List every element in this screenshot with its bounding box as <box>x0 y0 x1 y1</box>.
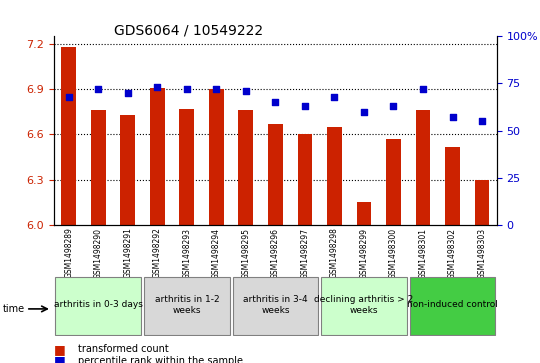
Bar <box>91 110 106 225</box>
Text: time: time <box>3 304 25 314</box>
Text: GSM1498289: GSM1498289 <box>64 228 73 278</box>
Bar <box>356 203 372 225</box>
Text: GSM1498302: GSM1498302 <box>448 228 457 278</box>
Text: GSM1498292: GSM1498292 <box>153 228 162 278</box>
Text: declining arthritis > 2
weeks: declining arthritis > 2 weeks <box>314 295 414 315</box>
Text: GSM1498294: GSM1498294 <box>212 228 221 278</box>
FancyBboxPatch shape <box>410 277 495 335</box>
Point <box>271 99 280 105</box>
Text: percentile rank within the sample: percentile rank within the sample <box>78 356 244 363</box>
Bar <box>298 134 312 225</box>
Point <box>389 103 398 109</box>
Text: GSM1498300: GSM1498300 <box>389 228 398 279</box>
Text: GSM1498298: GSM1498298 <box>330 228 339 278</box>
Bar <box>386 139 401 225</box>
FancyBboxPatch shape <box>321 277 407 335</box>
Point <box>478 118 487 124</box>
Point <box>448 115 457 121</box>
Text: GSM1498299: GSM1498299 <box>360 228 368 278</box>
Text: arthritis in 3-4
weeks: arthritis in 3-4 weeks <box>243 295 308 315</box>
Text: GSM1498291: GSM1498291 <box>123 228 132 278</box>
Bar <box>416 110 430 225</box>
FancyBboxPatch shape <box>56 277 141 335</box>
Text: ■: ■ <box>54 354 66 363</box>
FancyBboxPatch shape <box>233 277 318 335</box>
Point <box>153 84 161 90</box>
Point <box>64 94 73 99</box>
Text: ■: ■ <box>54 343 66 356</box>
Point <box>94 86 103 92</box>
Bar <box>120 115 135 225</box>
Text: GSM1498293: GSM1498293 <box>183 228 191 278</box>
Text: GSM1498301: GSM1498301 <box>418 228 428 278</box>
Text: transformed count: transformed count <box>78 344 169 354</box>
Point <box>301 103 309 109</box>
Bar <box>445 147 460 225</box>
Point <box>212 86 221 92</box>
Text: GSM1498296: GSM1498296 <box>271 228 280 278</box>
Bar <box>327 127 342 225</box>
Bar <box>150 87 165 225</box>
Text: arthritis in 1-2
weeks: arthritis in 1-2 weeks <box>154 295 219 315</box>
Point <box>241 88 250 94</box>
Bar <box>268 124 283 225</box>
Text: non-induced control: non-induced control <box>407 301 498 309</box>
Bar <box>62 47 76 225</box>
Text: arthritis in 0-3 days: arthritis in 0-3 days <box>54 301 143 309</box>
Point <box>183 86 191 92</box>
Point <box>124 90 132 96</box>
Text: GSM1498303: GSM1498303 <box>477 228 487 279</box>
FancyBboxPatch shape <box>144 277 230 335</box>
Bar <box>179 109 194 225</box>
Point <box>418 86 427 92</box>
Text: GSM1498290: GSM1498290 <box>94 228 103 278</box>
Text: GDS6064 / 10549222: GDS6064 / 10549222 <box>114 24 264 38</box>
Bar <box>209 89 224 225</box>
Point <box>330 94 339 99</box>
Point <box>360 109 368 115</box>
Text: GSM1498295: GSM1498295 <box>241 228 251 278</box>
Bar <box>475 180 489 225</box>
Text: GSM1498297: GSM1498297 <box>300 228 309 278</box>
Bar <box>239 110 253 225</box>
